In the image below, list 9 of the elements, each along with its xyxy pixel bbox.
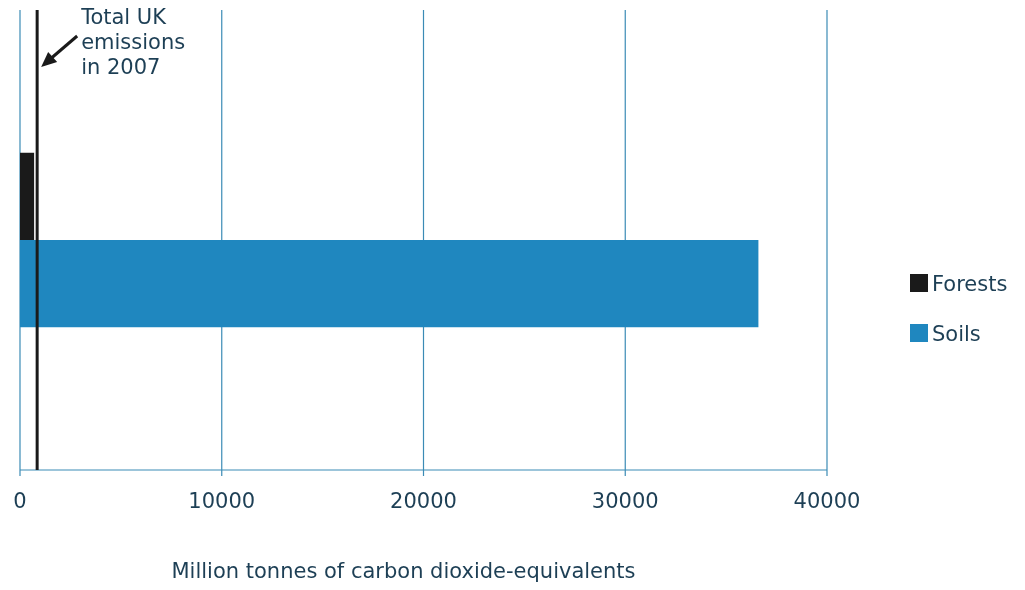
legend-label: Forests [932,272,1008,296]
x-tick-label: 40000 [793,489,861,513]
x-tick-label: 30000 [591,489,659,513]
x-tick-label: 0 [13,489,27,513]
ref-line-label: Total UK emissions in 2007 [80,5,186,79]
x-tick-label: 10000 [188,489,256,513]
legend-label: Soils [932,322,981,346]
x-tick-label: 20000 [390,489,457,513]
x-axis-title: Million tonnes of carbon dioxide-equivalents [171,559,636,583]
